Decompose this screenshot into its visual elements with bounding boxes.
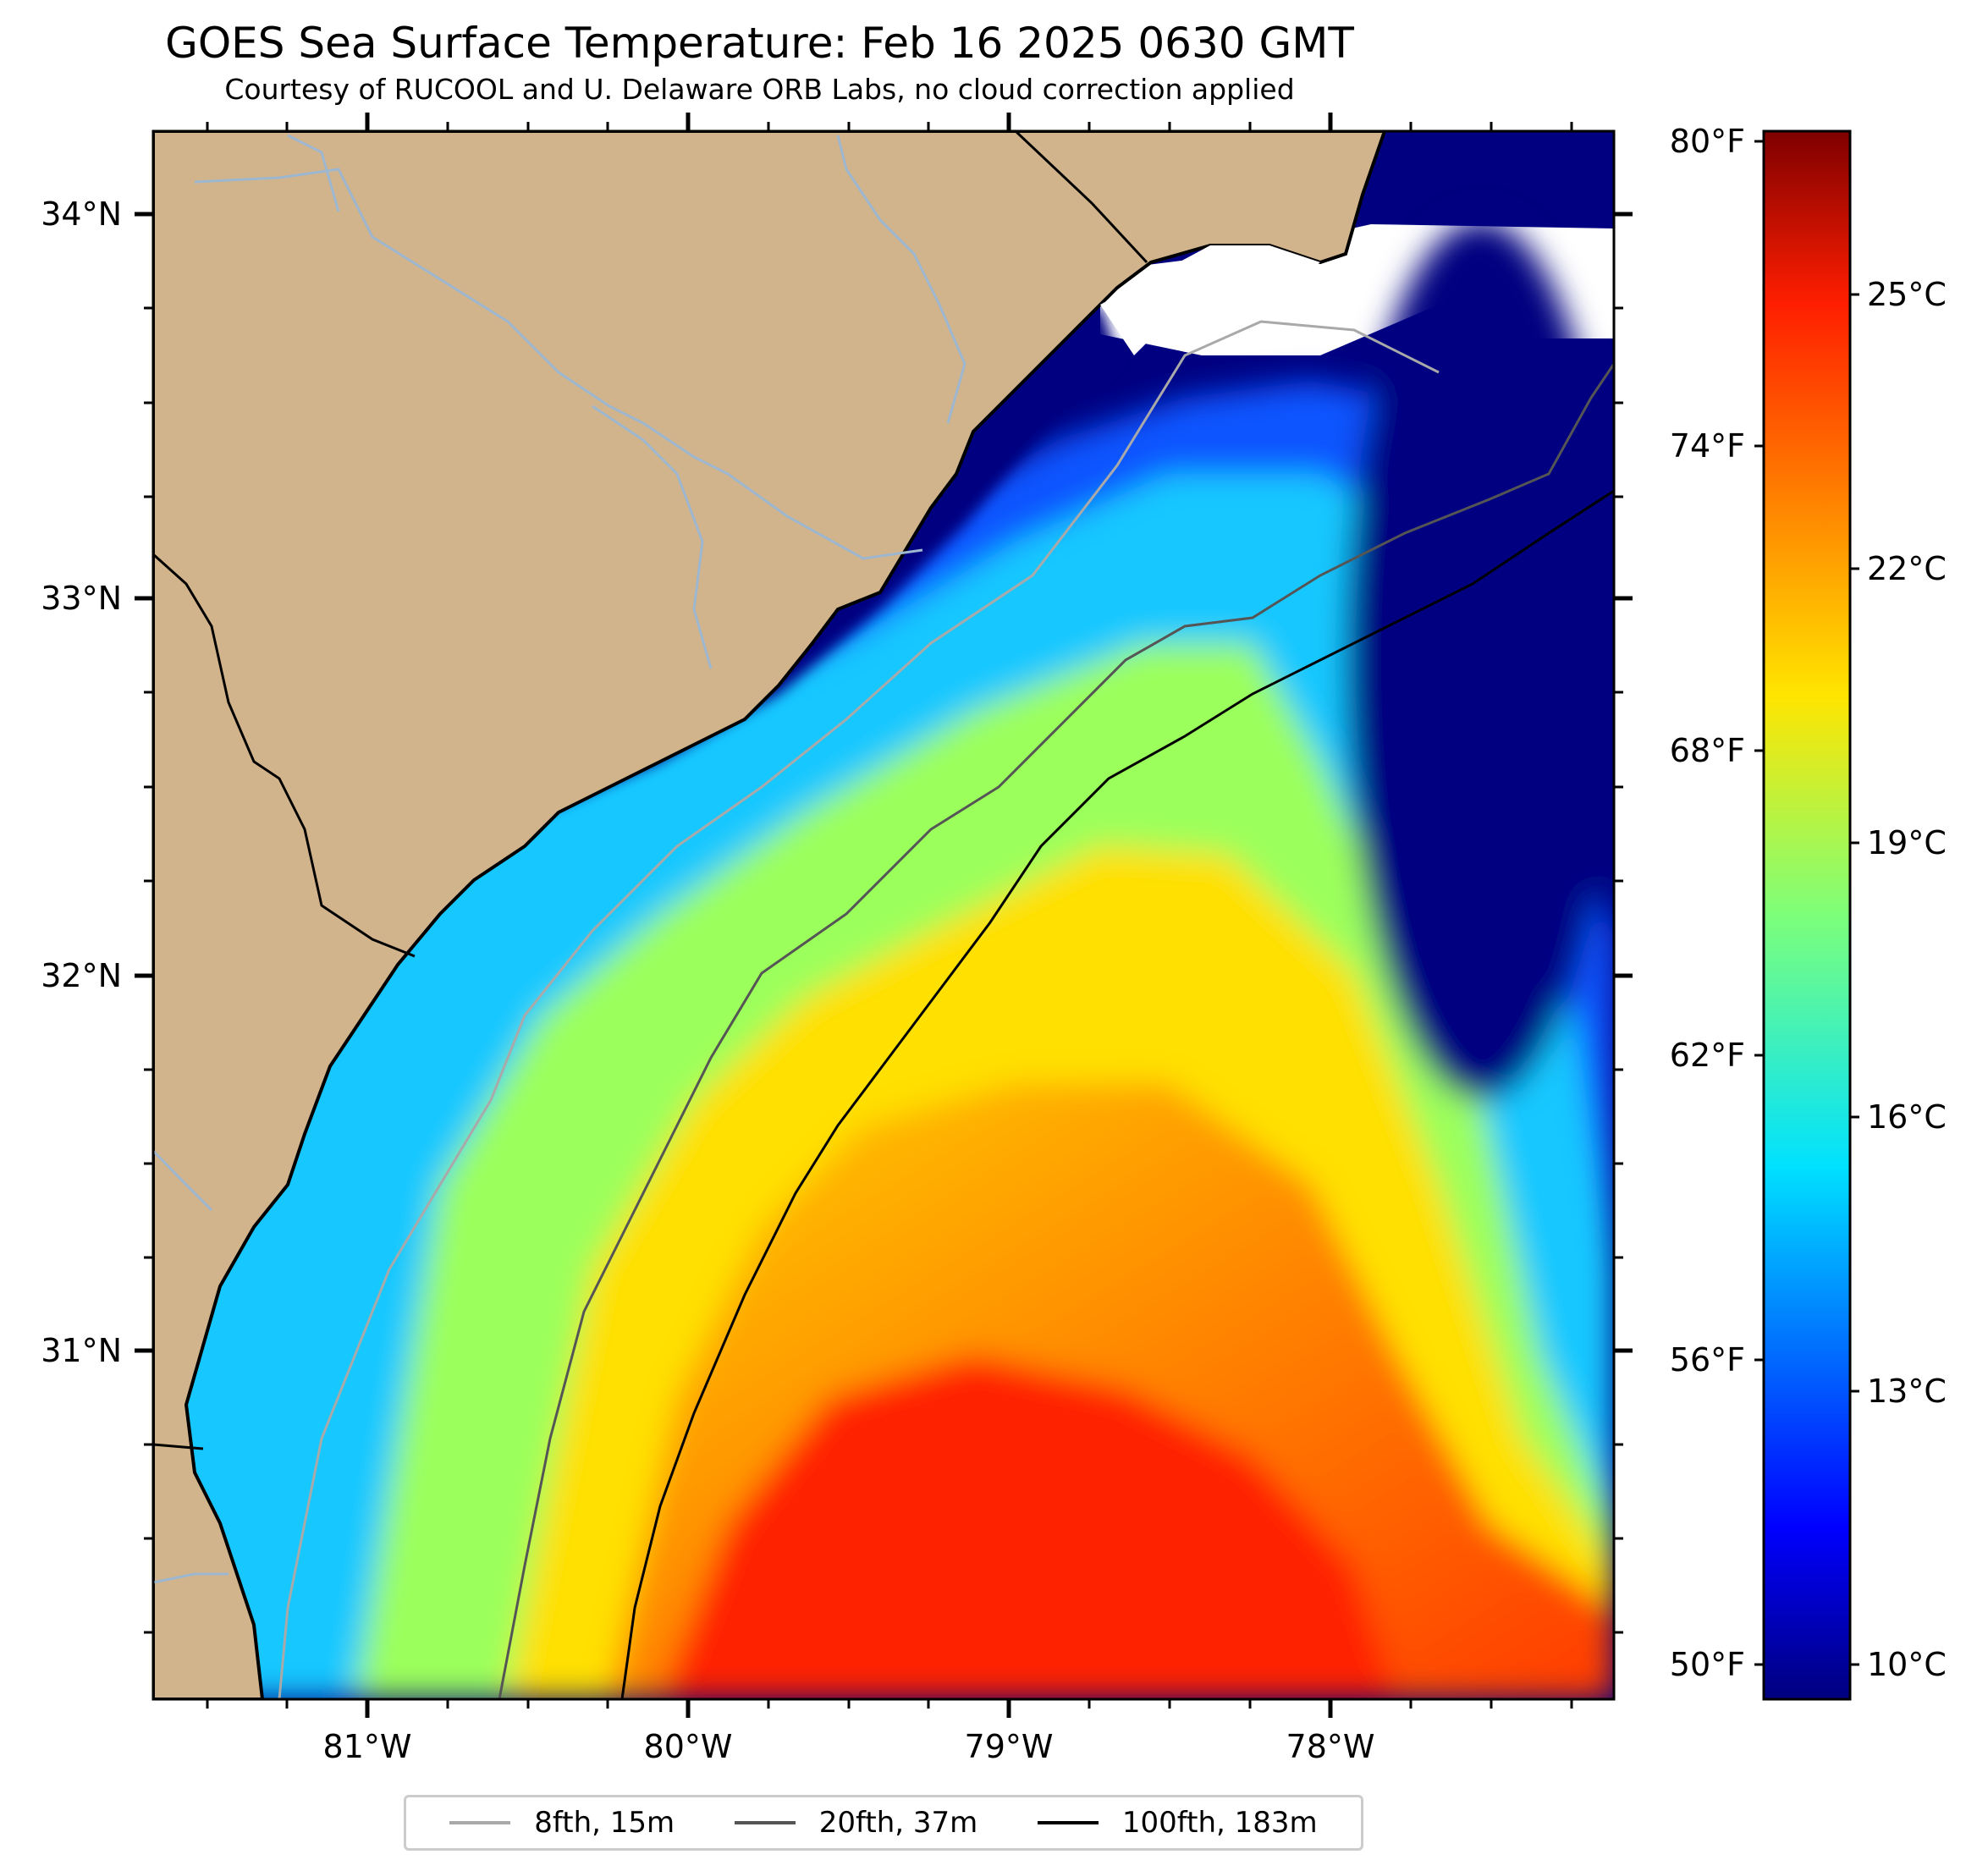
colorbar-label-80f: 80°F xyxy=(1670,123,1745,160)
legend-item-8fth: 8fth, 15m xyxy=(449,1806,675,1840)
lat-label-34n: 34°N xyxy=(41,195,122,233)
map-plot-area xyxy=(153,131,1614,1699)
lon-label-81w: 81°W xyxy=(323,1728,412,1765)
lat-ticks-right xyxy=(1614,212,1633,1353)
map-frame xyxy=(151,129,1616,1701)
state-boundaries xyxy=(153,131,1148,1450)
colorbar-label-10c: 10°C xyxy=(1867,1646,1947,1683)
chart-subtitle: Courtesy of RUCOOL and U. Delaware ORB L… xyxy=(224,73,1295,106)
legend-swatch-20fth xyxy=(734,1821,796,1824)
minor-ticks xyxy=(144,122,1623,1709)
isobath-20fth xyxy=(498,363,1614,1699)
colorbar-label-25c: 25°C xyxy=(1867,276,1947,313)
sst-field-cold-east xyxy=(1346,220,1614,1100)
colorbar-label-74f: 74°F xyxy=(1670,427,1745,465)
colorbar-label-68f: 68°F xyxy=(1670,732,1745,769)
legend-label-8fth: 8fth, 15m xyxy=(534,1806,675,1840)
lat-label-31n: 31°N xyxy=(41,1332,122,1369)
rivers xyxy=(153,134,966,1584)
legend-swatch-100fth xyxy=(1037,1821,1099,1824)
isobath-100fth xyxy=(620,489,1614,1699)
colorbar-ticks xyxy=(1754,140,1859,1666)
colorbar-label-56f: 56°F xyxy=(1670,1341,1745,1378)
lat-label-33n: 33°N xyxy=(41,580,122,617)
lat-ticks-left xyxy=(135,212,153,1353)
land-mass xyxy=(153,131,1387,1699)
legend-label-20fth: 20fth, 37m xyxy=(818,1806,978,1840)
legend-item-100fth: 100fth, 183m xyxy=(1037,1806,1318,1840)
colorbar-label-16c: 16°C xyxy=(1867,1098,1947,1136)
lon-ticks xyxy=(365,113,1333,1718)
colorbar-label-13c: 13°C xyxy=(1867,1373,1947,1410)
colorbar-label-22c: 22°C xyxy=(1867,550,1947,587)
lat-label-32n: 32°N xyxy=(41,957,122,994)
isobath-legend: 8fth, 15m 20fth, 37m 100fth, 183m xyxy=(404,1795,1363,1851)
colorbar-label-62f: 62°F xyxy=(1670,1037,1745,1074)
chart-title: GOES Sea Surface Temperature: Feb 16 202… xyxy=(165,19,1354,68)
lon-label-79w: 79°W xyxy=(965,1728,1054,1765)
colorbar-label-50f: 50°F xyxy=(1670,1646,1745,1683)
legend-swatch-8fth xyxy=(449,1821,511,1824)
colorbar-label-19c: 19°C xyxy=(1867,824,1947,861)
legend-item-20fth: 20fth, 37m xyxy=(734,1806,978,1840)
legend-label-100fth: 100fth, 183m xyxy=(1121,1806,1318,1840)
lon-label-78w: 78°W xyxy=(1286,1728,1375,1765)
coastal-gap xyxy=(1100,245,1320,355)
lon-label-80w: 80°W xyxy=(644,1728,733,1765)
sst-field-hot xyxy=(660,1354,1396,1699)
colorbar xyxy=(1762,129,1852,1701)
isobath-8fth xyxy=(278,320,1440,1699)
